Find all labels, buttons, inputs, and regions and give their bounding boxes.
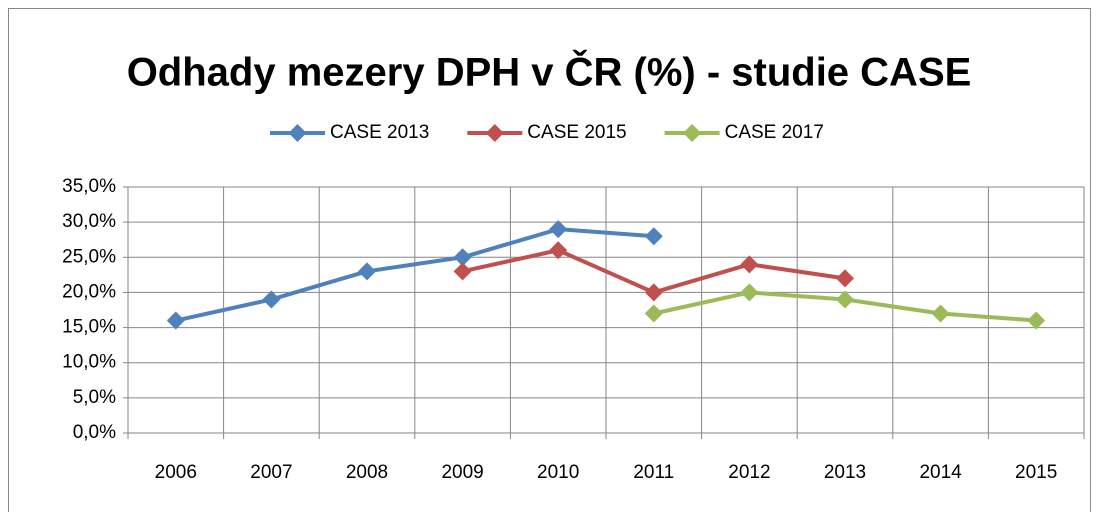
y-tick-label: 0,0% — [73, 422, 116, 443]
x-tick-label: 2013 — [824, 462, 866, 483]
y-tick-label: 10,0% — [62, 352, 116, 373]
legend-label: CASE 2017 — [725, 122, 824, 143]
y-tick-label: 30,0% — [62, 211, 116, 232]
legend-marker — [683, 124, 702, 142]
y-tick-label: 20,0% — [62, 281, 116, 302]
x-tick-label: 2012 — [728, 462, 770, 483]
data-point — [358, 262, 376, 281]
legend-label: CASE 2013 — [330, 122, 429, 143]
data-point — [1027, 311, 1046, 330]
x-tick-label: 2015 — [1015, 462, 1057, 483]
data-point — [549, 220, 568, 239]
data-point — [453, 262, 472, 281]
data-point — [644, 304, 663, 323]
data-point — [166, 311, 185, 330]
x-tick-label: 2006 — [155, 462, 197, 483]
x-tick-label: 2010 — [537, 462, 579, 483]
data-point — [644, 283, 663, 302]
series-line — [175, 227, 654, 323]
x-tick-label: 2011 — [633, 462, 674, 483]
x-tick-label: 2014 — [919, 462, 962, 483]
data-point — [740, 255, 759, 274]
data-point — [549, 241, 568, 260]
y-tick-label: 35,0% — [62, 176, 116, 197]
y-tick-label: 25,0% — [62, 246, 116, 267]
x-tick-label: 2007 — [250, 462, 292, 483]
data-point — [644, 227, 663, 246]
data-point — [453, 248, 472, 267]
chart-title: Odhady mezery DPH v ČR (%) - studie CASE — [127, 49, 972, 95]
data-point — [931, 304, 950, 323]
x-tick-label: 2008 — [346, 462, 388, 483]
legend-marker — [485, 124, 504, 142]
data-point — [262, 290, 281, 309]
y-tick-label: 5,0% — [73, 387, 116, 408]
legend-label: CASE 2015 — [527, 122, 626, 143]
data-point — [740, 283, 759, 302]
data-point — [836, 269, 854, 288]
y-tick-label: 15,0% — [62, 317, 116, 338]
data-point — [836, 290, 854, 309]
legend-marker — [288, 124, 307, 142]
chart-border — [8, 8, 1091, 512]
x-tick-label: 2009 — [441, 462, 483, 483]
